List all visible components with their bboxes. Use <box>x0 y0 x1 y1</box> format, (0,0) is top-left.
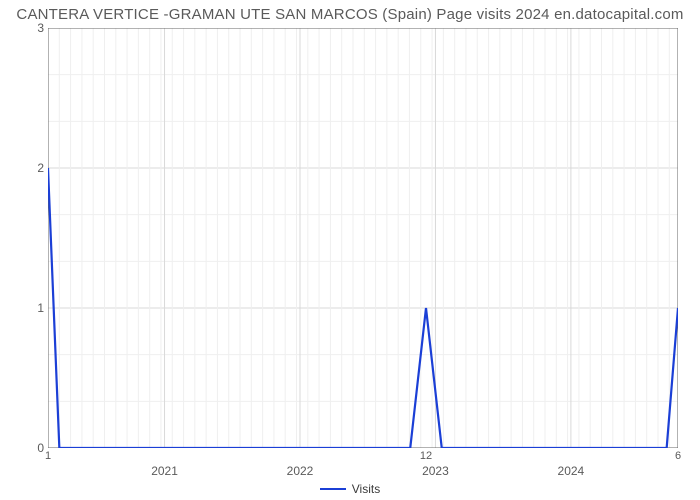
x-tick-label: 2023 <box>422 464 449 478</box>
x-tick-label: 2021 <box>151 464 178 478</box>
x-secondary-label: 12 <box>420 450 432 462</box>
legend: Visits <box>0 481 700 496</box>
chart-title: CANTERA VERTICE -GRAMAN UTE SAN MARCOS (… <box>0 6 700 23</box>
y-tick-label: 1 <box>4 301 44 315</box>
chart-container: CANTERA VERTICE -GRAMAN UTE SAN MARCOS (… <box>0 0 700 500</box>
y-tick-label: 0 <box>4 441 44 455</box>
plot-area <box>48 28 678 448</box>
x-tick-label: 2022 <box>287 464 314 478</box>
x-tick-label: 2024 <box>558 464 585 478</box>
x-secondary-label: 1 <box>45 450 51 462</box>
x-secondary-label: 6 <box>675 450 681 462</box>
legend-label: Visits <box>352 482 380 496</box>
y-tick-label: 2 <box>4 161 44 175</box>
y-tick-label: 3 <box>4 21 44 35</box>
legend-swatch <box>320 488 346 490</box>
